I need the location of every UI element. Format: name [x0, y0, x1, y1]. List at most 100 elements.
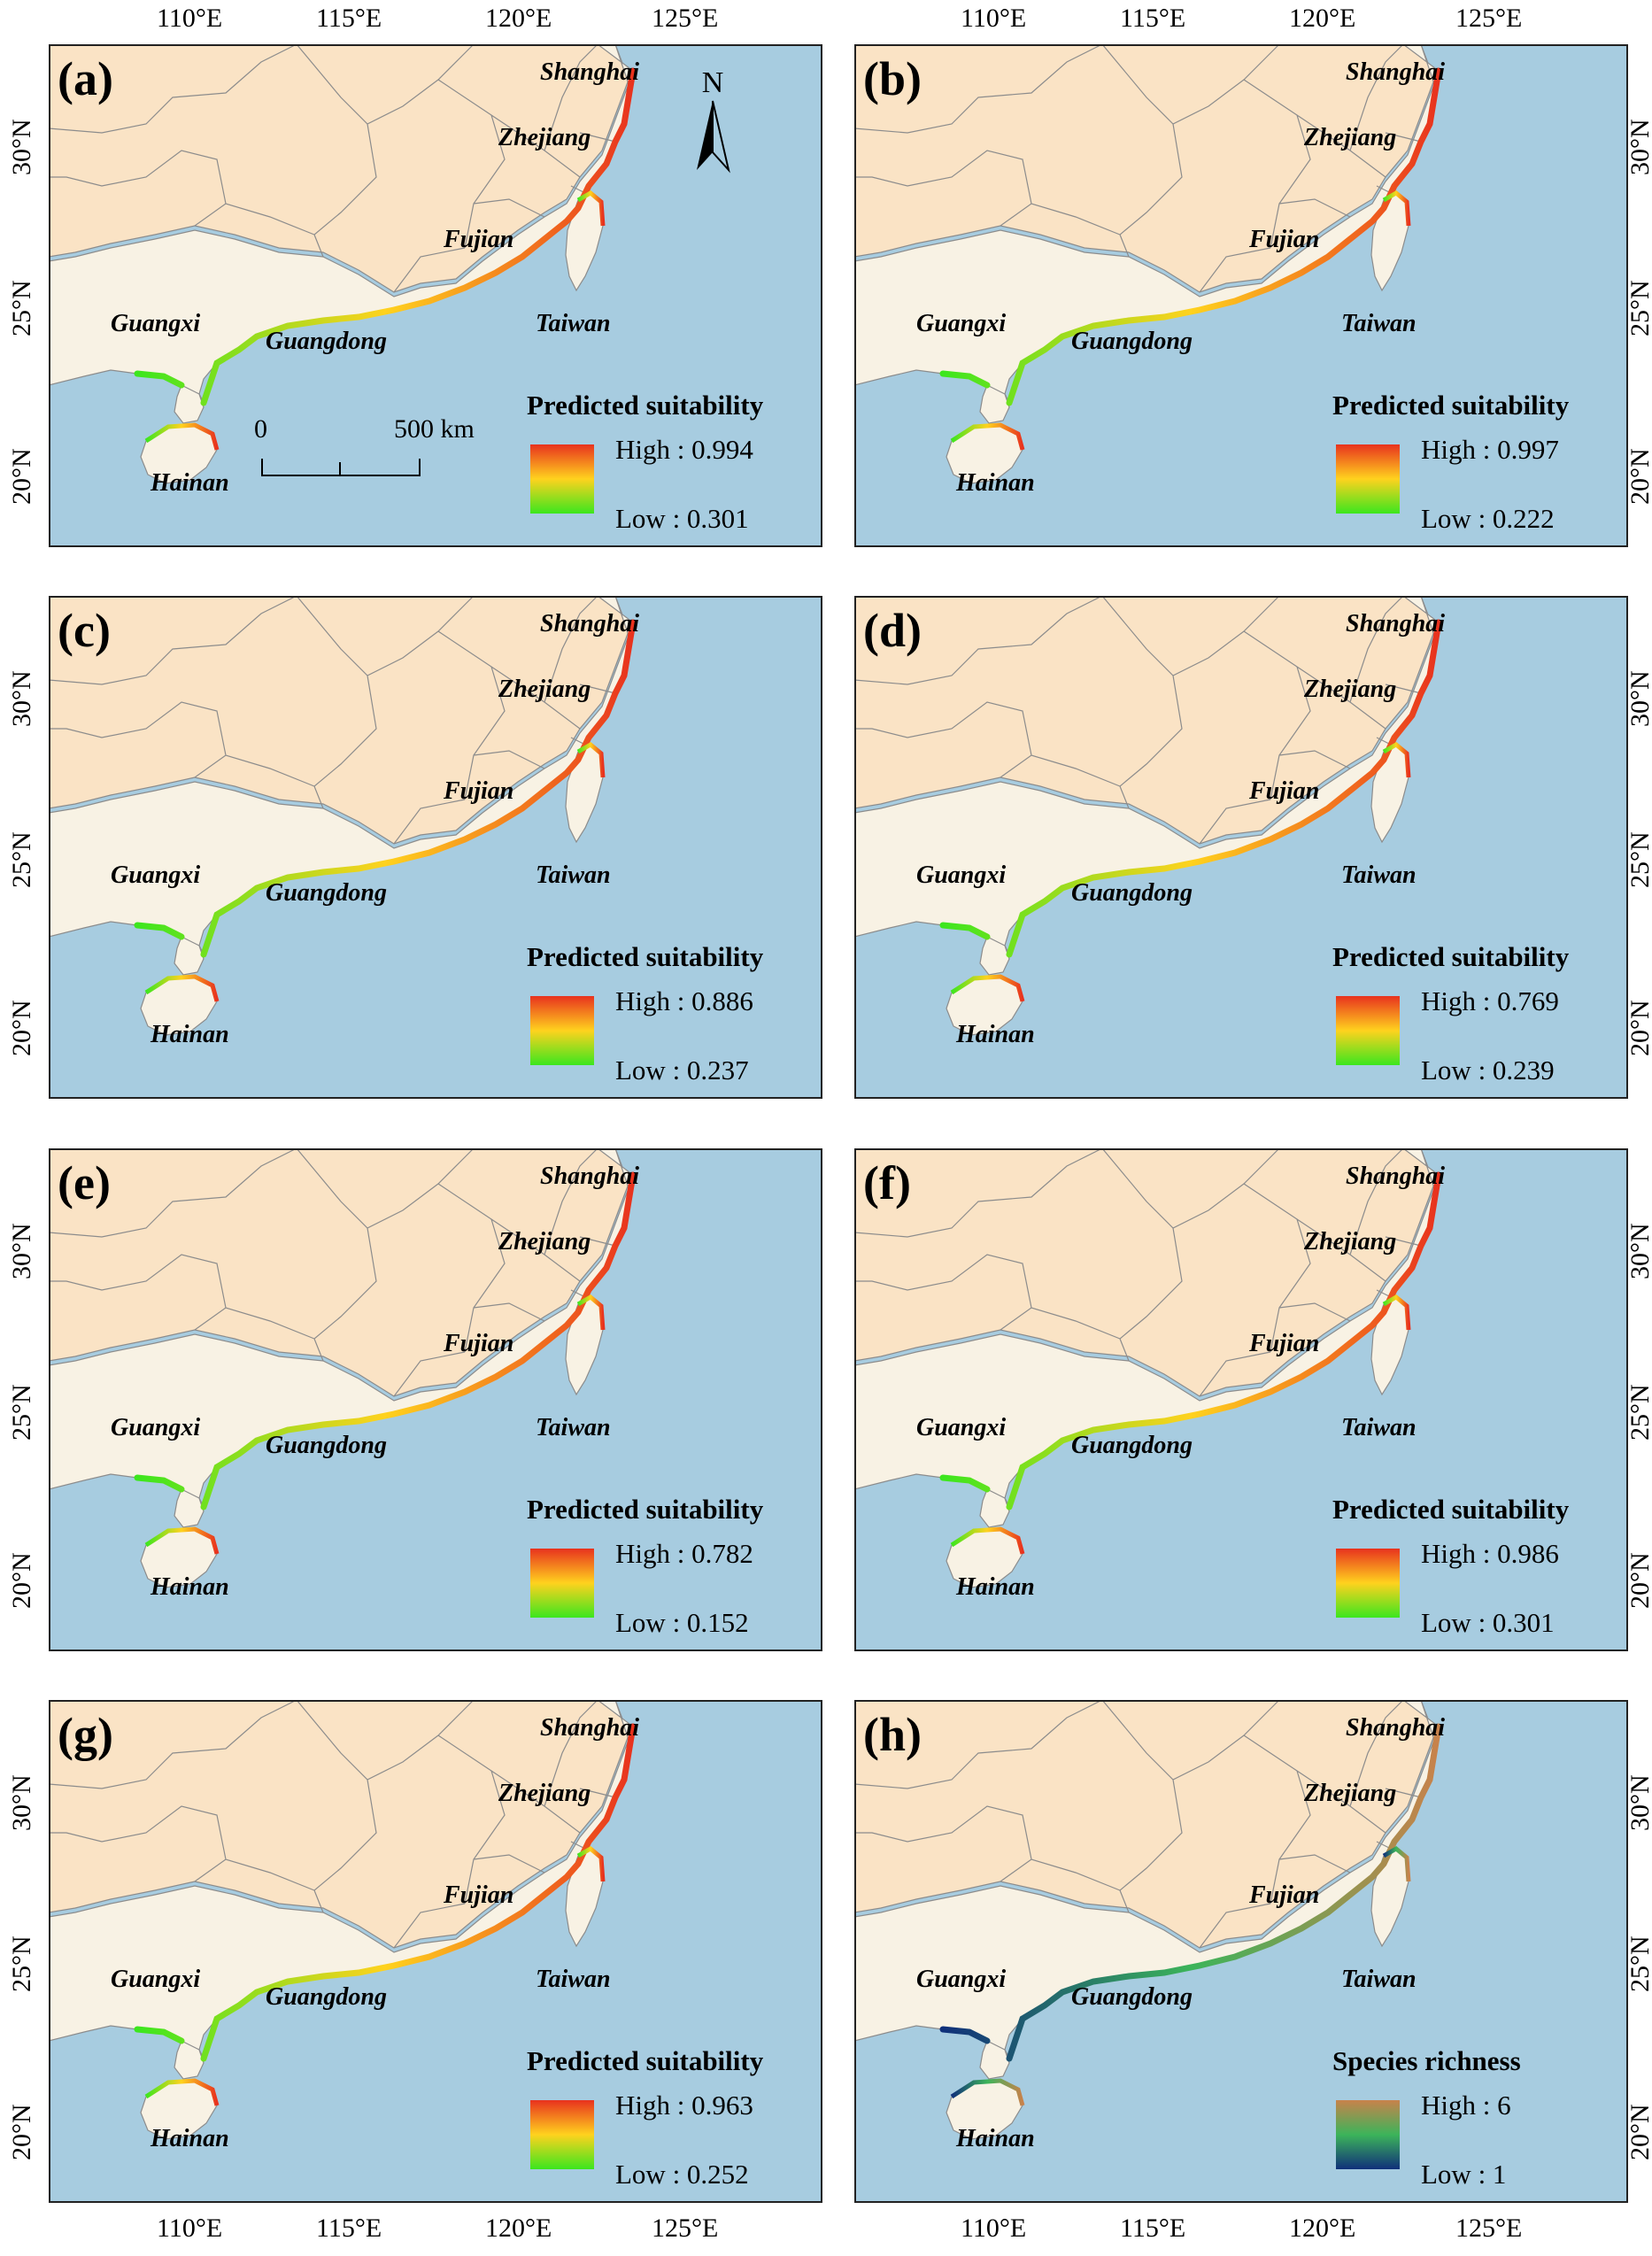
- legend-low-label: Low : 0.152: [615, 1607, 749, 1638]
- legend-title: Predicted suitability: [1332, 390, 1570, 421]
- bottom-tick-120-right: 120°E: [1289, 2214, 1356, 2243]
- label-guangxi: Guangxi: [916, 861, 1007, 889]
- legend-title: Predicted suitability: [1332, 1494, 1570, 1525]
- map-panel-h: (h) Shanghai Zhejiang Fujian Taiwan Guan…: [854, 1700, 1628, 2203]
- lat-tick-right: 20°N: [1625, 448, 1652, 505]
- lat-tick-left: 25°N: [7, 1935, 36, 1992]
- map-panel-a: (a) Shanghai Zhejiang Fujian Taiwan Guan…: [49, 44, 822, 547]
- lat-tick-left: 25°N: [7, 280, 36, 336]
- legend-high-label: High : 0.994: [615, 434, 753, 465]
- label-fujian: Fujian: [1249, 1881, 1320, 1909]
- label-guangxi: Guangxi: [111, 1414, 201, 1441]
- lat-tick-left: 20°N: [7, 1000, 36, 1056]
- label-zhejiang: Zhejiang: [498, 1228, 591, 1255]
- lat-tick-right: 30°N: [1625, 1223, 1652, 1279]
- label-fujian: Fujian: [1249, 1330, 1320, 1357]
- label-zhejiang: Zhejiang: [1304, 1228, 1397, 1255]
- label-shanghai: Shanghai: [540, 1714, 640, 1742]
- label-fujian: Fujian: [444, 226, 514, 253]
- panel-label: (c): [58, 604, 111, 657]
- label-hainan: Hainan: [956, 469, 1035, 497]
- label-taiwan: Taiwan: [1341, 861, 1417, 889]
- lat-tick-left: 25°N: [7, 831, 36, 888]
- top-tick-110: 110°E: [157, 4, 223, 33]
- label-guangdong: Guangdong: [266, 328, 387, 355]
- panel-label: (d): [863, 604, 922, 657]
- panel-frame: [49, 1148, 822, 1651]
- label-guangdong: Guangdong: [1071, 879, 1193, 907]
- label-guangdong: Guangdong: [266, 1432, 387, 1459]
- legend-low-label: Low : 0.301: [1421, 1607, 1555, 1638]
- label-taiwan: Taiwan: [536, 1414, 611, 1441]
- legend-low-label: Low : 1: [1421, 2159, 1507, 2190]
- label-zhejiang: Zhejiang: [498, 1780, 591, 1807]
- lat-tick-left: 20°N: [7, 448, 36, 505]
- label-guangdong: Guangdong: [266, 879, 387, 907]
- panel-frame: [854, 1148, 1628, 1651]
- lat-tick-right: 25°N: [1625, 1935, 1652, 1992]
- lat-tick-right: 25°N: [1625, 280, 1652, 336]
- panel-label: (a): [58, 52, 113, 105]
- lat-tick-left: 20°N: [7, 2104, 36, 2160]
- bottom-tick-120: 120°E: [485, 2214, 552, 2243]
- lat-tick-left: 25°N: [7, 1384, 36, 1441]
- label-guangxi: Guangxi: [111, 310, 201, 337]
- legend-color-ramp: [1336, 2100, 1400, 2169]
- lat-tick-right: 20°N: [1625, 2104, 1652, 2160]
- top-tick-125: 125°E: [652, 4, 719, 33]
- label-guangxi: Guangxi: [111, 861, 201, 889]
- top-tick-110-right: 110°E: [961, 4, 1027, 33]
- legend-color-ramp: [1336, 1549, 1400, 1618]
- legend-low-label: Low : 0.252: [615, 2159, 749, 2190]
- lat-tick-right: 25°N: [1625, 831, 1652, 888]
- bottom-tick-115-right: 115°E: [1120, 2214, 1186, 2243]
- label-shanghai: Shanghai: [1346, 1163, 1446, 1190]
- legend-color-ramp: [1336, 444, 1400, 514]
- label-fujian: Fujian: [444, 1881, 514, 1909]
- label-zhejiang: Zhejiang: [498, 124, 591, 151]
- bottom-tick-125: 125°E: [652, 2214, 719, 2243]
- label-hainan: Hainan: [956, 1021, 1035, 1048]
- legend-title: Predicted suitability: [1332, 941, 1570, 972]
- label-hainan: Hainan: [956, 1573, 1035, 1601]
- label-hainan: Hainan: [151, 2125, 229, 2152]
- label-fujian: Fujian: [1249, 226, 1320, 253]
- label-zhejiang: Zhejiang: [498, 676, 591, 703]
- label-shanghai: Shanghai: [1346, 610, 1446, 637]
- panel-frame: [49, 596, 822, 1099]
- lat-tick-left: 30°N: [7, 1223, 36, 1279]
- legend-low-label: Low : 0.301: [615, 503, 749, 534]
- north-arrow-label: N: [702, 66, 724, 99]
- panel-frame: [854, 596, 1628, 1099]
- lat-tick-left: 20°N: [7, 1552, 36, 1609]
- label-guangdong: Guangdong: [1071, 1432, 1193, 1459]
- legend-high-label: High : 0.769: [1421, 985, 1559, 1016]
- label-hainan: Hainan: [956, 2125, 1035, 2152]
- label-hainan: Hainan: [151, 1021, 229, 1048]
- legend-title: Species richness: [1332, 2045, 1521, 2076]
- label-taiwan: Taiwan: [536, 310, 611, 337]
- lat-tick-left: 30°N: [7, 1774, 36, 1831]
- panel-label: (g): [58, 1708, 113, 1761]
- label-shanghai: Shanghai: [540, 58, 640, 86]
- label-zhejiang: Zhejiang: [1304, 124, 1397, 151]
- bottom-tick-110: 110°E: [157, 2214, 223, 2243]
- panel-label: (b): [863, 52, 922, 105]
- north-arrow-icon: N: [697, 66, 730, 174]
- label-guangdong: Guangdong: [1071, 1983, 1193, 2011]
- label-shanghai: Shanghai: [540, 1163, 640, 1190]
- label-taiwan: Taiwan: [1341, 1414, 1417, 1441]
- legend-high-label: High : 0.963: [615, 2090, 753, 2121]
- label-shanghai: Shanghai: [1346, 1714, 1446, 1742]
- legend-title: Predicted suitability: [527, 941, 764, 972]
- legend-color-ramp: [1336, 996, 1400, 1065]
- lat-tick-right: 25°N: [1625, 1384, 1652, 1441]
- label-taiwan: Taiwan: [536, 861, 611, 889]
- bottom-tick-125-right: 125°E: [1455, 2214, 1523, 2243]
- panel-label: (f): [863, 1156, 911, 1209]
- label-taiwan: Taiwan: [1341, 310, 1417, 337]
- map-panel-b: (b) Shanghai Zhejiang Fujian Taiwan Guan…: [854, 44, 1628, 547]
- label-taiwan: Taiwan: [1341, 1966, 1417, 1993]
- label-guangxi: Guangxi: [916, 1414, 1007, 1441]
- legend-color-ramp: [530, 2100, 594, 2169]
